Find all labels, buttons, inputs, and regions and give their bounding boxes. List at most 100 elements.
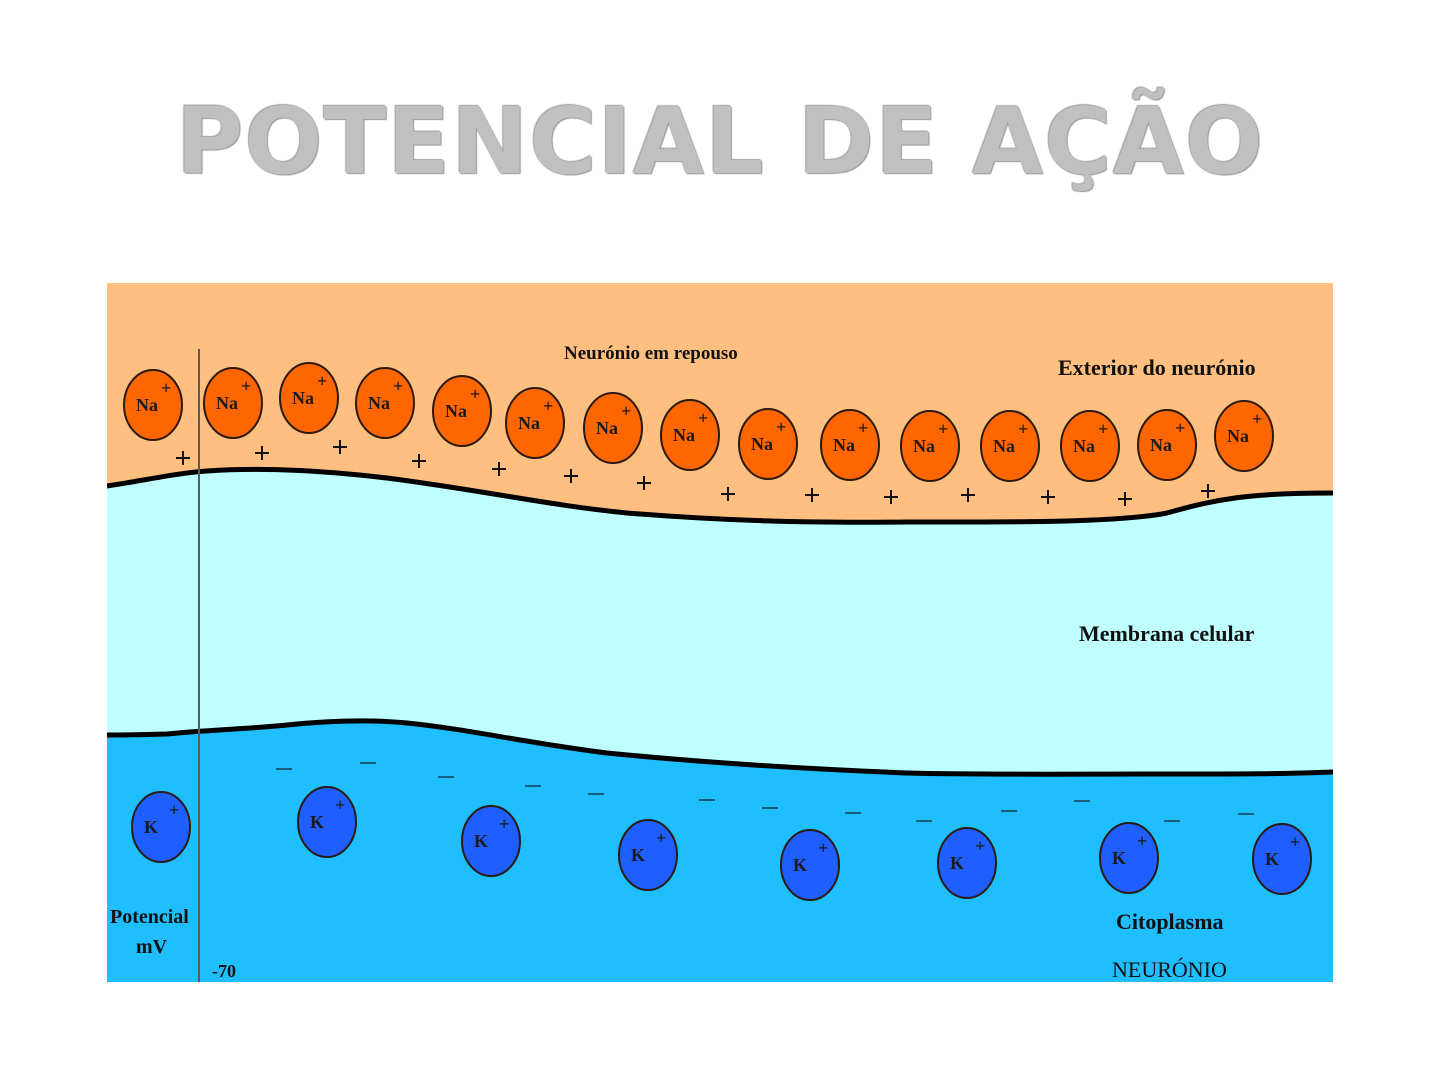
positive-charge-icon: [333, 440, 347, 454]
sodium-ion-circle: [432, 375, 492, 447]
potassium-ions: K+K+K+K+K+K+K+K+: [131, 786, 1312, 901]
positive-charge-icon: [255, 446, 269, 460]
potassium-ion-circle: [780, 829, 840, 901]
membrane-label: Membrana celular: [1079, 621, 1255, 646]
sodium-ion-circle: [505, 387, 565, 459]
potassium-ion-circle: [1099, 822, 1159, 894]
sodium-ion-symbol: Na: [136, 395, 158, 415]
potassium-ion-charge: +: [335, 795, 345, 815]
sodium-ion: Na+: [738, 408, 798, 480]
positive-charge-icon: [564, 469, 578, 483]
positive-charge-icon: [492, 462, 506, 476]
sodium-ion: Na+: [123, 369, 183, 441]
sodium-ion-circle: [900, 410, 960, 482]
neuron-label: NEURÓNIO: [1112, 957, 1227, 982]
sodium-ion: Na+: [660, 399, 720, 471]
sodium-ion: Na+: [1137, 409, 1197, 481]
potassium-ion: K+: [131, 791, 191, 863]
sodium-ion-circle: [279, 362, 339, 434]
state-label: Neurónio em repouso: [564, 343, 738, 364]
sodium-ion-symbol: Na: [1073, 436, 1095, 456]
positive-charges: [176, 440, 1215, 506]
sodium-ion-charge: +: [938, 419, 948, 439]
sodium-ion-symbol: Na: [673, 425, 695, 445]
sodium-ion-symbol: Na: [368, 393, 390, 413]
positive-charge-icon: [1041, 490, 1055, 504]
sodium-ion-circle: [1060, 410, 1120, 482]
potassium-ion-symbol: K: [631, 845, 645, 865]
positive-charge-icon: [721, 487, 735, 501]
positive-charge-icon: [961, 488, 975, 502]
sodium-ion-symbol: Na: [833, 435, 855, 455]
sodium-ion-symbol: Na: [216, 393, 238, 413]
outer-membrane-line: [107, 466, 1333, 525]
sodium-ion-charge: +: [393, 376, 403, 396]
sodium-ion-symbol: Na: [445, 401, 467, 421]
potassium-ion-symbol: K: [144, 817, 158, 837]
potassium-ion: K+: [1252, 823, 1312, 895]
sodium-ion-circle: [1137, 409, 1197, 481]
sodium-ion-circle: [203, 367, 263, 439]
potassium-ion-symbol: K: [310, 812, 324, 832]
potential-unit-label: mV: [136, 936, 168, 958]
sodium-ions: Na+Na+Na+Na+Na+Na+Na+Na+Na+Na+Na+Na+Na+N…: [123, 362, 1274, 482]
potassium-ion-charge: +: [818, 838, 828, 858]
sodium-ion: Na+: [355, 367, 415, 439]
potassium-ion-charge: +: [1137, 831, 1147, 851]
sodium-ion-circle: [1214, 400, 1274, 472]
sodium-ion-circle: [820, 409, 880, 481]
potassium-ion-circle: [618, 819, 678, 891]
potassium-ion-charge: +: [656, 828, 666, 848]
sodium-ion-symbol: Na: [518, 413, 540, 433]
potassium-ion-symbol: K: [1265, 849, 1279, 869]
sodium-ion: Na+: [980, 410, 1040, 482]
sodium-ion-charge: +: [698, 408, 708, 428]
sodium-ion-charge: +: [858, 418, 868, 438]
cytoplasm-label: Citoplasma: [1116, 909, 1224, 934]
sodium-ion: Na+: [432, 375, 492, 447]
sodium-ion-symbol: Na: [913, 436, 935, 456]
sodium-ion-charge: +: [161, 378, 171, 398]
sodium-ion-charge: +: [1098, 419, 1108, 439]
positive-charge-icon: [1201, 484, 1215, 498]
potassium-ion-charge: +: [1290, 832, 1300, 852]
potassium-ion-circle: [461, 805, 521, 877]
sodium-ion: Na+: [505, 387, 565, 459]
potential-label: Potencial: [110, 906, 189, 928]
sodium-ion-symbol: Na: [596, 418, 618, 438]
potential-value: -70: [212, 961, 236, 981]
sodium-ion-symbol: Na: [292, 388, 314, 408]
sodium-ion-charge: +: [1175, 418, 1185, 438]
potassium-ion-circle: [1252, 823, 1312, 895]
sodium-ion-symbol: Na: [751, 434, 773, 454]
sodium-ion-charge: +: [1018, 419, 1028, 439]
potassium-ion: K+: [780, 829, 840, 901]
positive-charge-icon: [1118, 492, 1132, 506]
sodium-ion-circle: [980, 410, 1040, 482]
sodium-ion: Na+: [1060, 410, 1120, 482]
potassium-ion-circle: [297, 786, 357, 858]
negative-charges: [276, 762, 1254, 822]
slide-title: POTENCIAL DE AÇÃO: [175, 88, 1265, 195]
sodium-ion-circle: [660, 399, 720, 471]
cytoplasm-region: [107, 720, 1333, 982]
sodium-ion-symbol: Na: [1150, 435, 1172, 455]
sodium-ion: Na+: [279, 362, 339, 434]
membrane-region: [107, 469, 1333, 775]
potassium-ion-symbol: K: [950, 853, 964, 873]
potassium-ion: K+: [297, 786, 357, 858]
sodium-ion: Na+: [1214, 400, 1274, 472]
sodium-ion-charge: +: [317, 371, 327, 391]
positive-charge-icon: [805, 488, 819, 502]
positive-charge-icon: [884, 490, 898, 504]
sodium-ion: Na+: [900, 410, 960, 482]
potassium-ion: K+: [618, 819, 678, 891]
sodium-ion-circle: [738, 408, 798, 480]
sodium-ion: Na+: [583, 392, 643, 464]
potassium-ion-circle: [131, 791, 191, 863]
action-potential-diagram: Na + Na + Na + Na + Na + Na + Na + Na + Na + Na + Na + Na + Na + N…: [107, 283, 1333, 982]
inner-membrane-line: [107, 718, 1333, 777]
positive-charge-icon: [176, 451, 190, 465]
potassium-ion-charge: +: [169, 800, 179, 820]
sodium-ion-charge: +: [543, 396, 553, 416]
